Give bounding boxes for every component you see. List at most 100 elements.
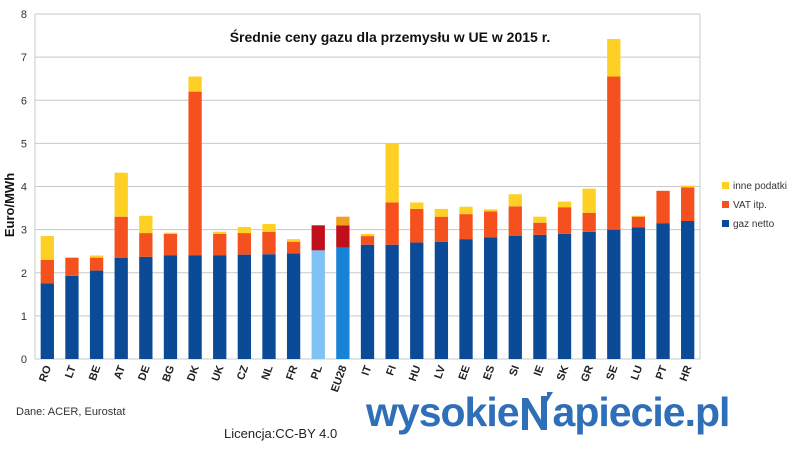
y-tick-label: 7 <box>21 52 27 64</box>
brand-logo-part1: wysokie <box>366 389 520 435</box>
x-tick-label: LU <box>629 364 645 382</box>
y-tick-label: 8 <box>21 9 27 21</box>
y-tick-label: 1 <box>21 311 27 323</box>
bar-segment <box>582 188 596 213</box>
y-tick-label: 4 <box>21 182 27 194</box>
x-tick-label: IE <box>532 364 547 378</box>
bar-segment <box>533 222 547 235</box>
bar-segment <box>89 255 104 258</box>
bar-segment <box>434 241 449 359</box>
bar-segment <box>360 233 375 237</box>
bar-segment <box>631 227 646 359</box>
chart-title: Średnie ceny gazu dla przemysłu w UE w 2… <box>230 28 551 45</box>
bar-segment <box>508 235 522 359</box>
source-note: Dane: ACER, Eurostat <box>16 406 126 418</box>
x-tick-label: HR <box>678 364 695 383</box>
y-tick-label: 5 <box>21 138 27 150</box>
x-tick-label: IT <box>360 364 375 378</box>
x-tick-label: SE <box>604 364 620 382</box>
y-tick-label: 0 <box>21 354 27 366</box>
bar-segment <box>533 216 547 223</box>
bar-segment <box>557 201 572 208</box>
bar-segment <box>40 283 54 359</box>
legend: inne podatki VAT itp. gaz netto <box>722 181 787 230</box>
bar-segment <box>508 194 522 207</box>
brand-logo-part2: apiecie.pl <box>552 389 731 435</box>
bars <box>40 39 695 359</box>
bar-segment <box>286 239 301 242</box>
bar-segment <box>385 244 399 359</box>
x-tick-label: PL <box>309 364 325 382</box>
legend-swatch <box>722 182 729 189</box>
x-tick-label: AT <box>112 364 128 381</box>
x-tick-label: DK <box>185 364 202 383</box>
x-tick-label: FI <box>384 364 399 377</box>
x-tick-label: CZ <box>235 364 251 382</box>
legend-swatch <box>722 201 729 208</box>
x-tick-label: PT <box>654 364 670 382</box>
bar-segment <box>459 206 473 215</box>
bar-segment <box>311 250 325 359</box>
bar-segment <box>681 185 695 188</box>
legend-label: inne podatki <box>733 181 787 192</box>
x-tick-label: ES <box>481 364 497 382</box>
bar-segment <box>188 76 202 92</box>
x-tick-label: UK <box>210 364 227 383</box>
bar-segment <box>483 237 498 359</box>
y-tick-label: 3 <box>21 225 27 237</box>
bar-segment <box>483 211 498 238</box>
bar-segment <box>582 212 596 232</box>
bar-segment <box>65 275 79 359</box>
bar-segment <box>213 233 227 256</box>
x-tick-label: NL <box>260 364 276 382</box>
x-tick-label: HU <box>407 364 424 383</box>
bar-segment <box>40 259 54 284</box>
brand-logo: wysokie apiecie.pl <box>366 389 731 436</box>
x-tick-label: GR <box>579 364 596 384</box>
bar-segment <box>237 254 252 359</box>
bar-segment <box>188 255 202 359</box>
bar-segment <box>40 236 54 260</box>
bar-segment <box>311 225 325 251</box>
legend-label: gaz netto <box>733 219 775 230</box>
bar-segment <box>139 256 153 359</box>
bar-segment <box>410 242 424 359</box>
bar-segment <box>434 216 449 242</box>
x-tick-label: LT <box>63 364 79 380</box>
x-tick-label: SI <box>507 364 522 378</box>
bar-segment <box>385 143 399 203</box>
bar-segment <box>336 225 350 248</box>
legend-label: VAT itp. <box>733 200 767 211</box>
bar-segment <box>262 231 276 255</box>
bar-segment <box>139 215 153 234</box>
bar-segment <box>336 247 350 359</box>
x-tick-label: BE <box>87 364 104 382</box>
bar-segment <box>237 233 252 255</box>
bar-segment <box>262 254 276 359</box>
bar-segment <box>656 190 670 224</box>
bar-segment <box>385 202 399 245</box>
bar-segment <box>360 244 375 359</box>
bar-segment <box>360 236 375 245</box>
bar-segment <box>163 255 178 359</box>
bar-segment <box>410 202 424 209</box>
bar-segment <box>89 270 104 359</box>
bar-segment <box>114 216 128 258</box>
bar-segment <box>139 233 153 257</box>
x-tick-label: EE <box>457 364 473 382</box>
bar-segment <box>681 221 695 359</box>
bar-segment <box>65 257 79 276</box>
bar-segment <box>237 227 252 234</box>
x-tick-labels: RO LT BE AT DE BG DK UK CZ NL FR PL EU28 IT FI HU LV EE ES… <box>37 363 694 394</box>
x-tick-label: SK <box>555 364 572 383</box>
bar-segment <box>582 231 596 359</box>
bar-segment <box>607 39 621 77</box>
y-tick-labels: 0 1 2 3 4 5 6 7 8 <box>21 9 27 366</box>
x-tick-label: BG <box>160 364 177 384</box>
bar-segment <box>557 207 572 234</box>
legend-swatch <box>722 220 729 227</box>
x-tick-label: FR <box>284 364 300 382</box>
bar-segment <box>631 216 646 228</box>
lightning-n-icon <box>519 389 553 436</box>
